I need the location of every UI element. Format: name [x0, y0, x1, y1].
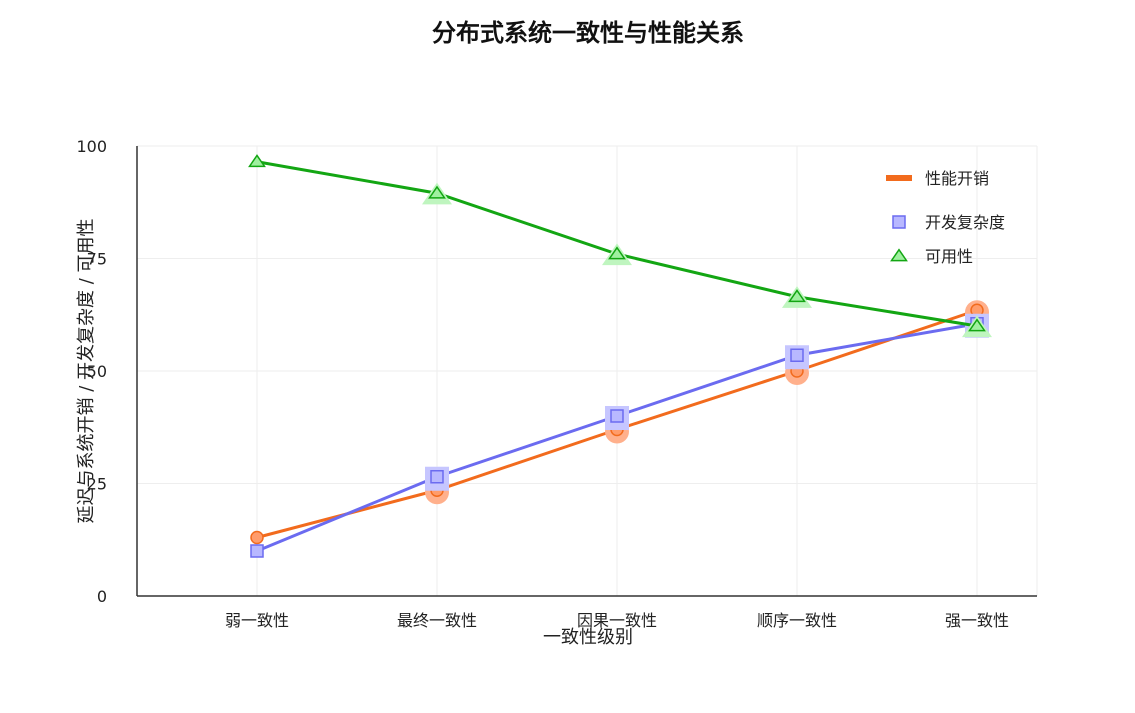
- x-tick-label: 强一致性: [945, 611, 1009, 630]
- y-tick-label: 25: [87, 475, 107, 494]
- y-axis-title: 延迟与系统开销 / 开发复杂度 / 可用性: [76, 218, 97, 523]
- data-point: [248, 154, 266, 168]
- data-point: [788, 289, 806, 303]
- axes: [136, 146, 1037, 597]
- data-point: [790, 348, 804, 362]
- data-point: [250, 544, 264, 558]
- legend-swatch: [886, 175, 912, 181]
- grid: [137, 145, 1038, 596]
- data-point: [608, 246, 626, 260]
- series-layer: [248, 154, 992, 558]
- data-point: [610, 409, 624, 423]
- data-point: [250, 530, 264, 545]
- x-tick-label: 弱一致性: [225, 611, 289, 630]
- x-axis-title: 一致性级别: [543, 627, 633, 648]
- data-point: [430, 470, 444, 484]
- y-tick-labels: 0 25 50 75 100: [76, 137, 107, 606]
- legend-label: 开发复杂度: [925, 213, 1005, 232]
- data-point: [968, 318, 986, 332]
- y-tick-label: 0: [97, 587, 107, 606]
- legend-swatch: [892, 215, 906, 229]
- x-tick-label: 最终一致性: [397, 611, 477, 630]
- legend-label: 可用性: [925, 247, 973, 266]
- data-point: [428, 185, 446, 199]
- y-tick-label: 100: [76, 137, 107, 156]
- legend-label: 性能开销: [925, 169, 989, 188]
- y-tick-label: 75: [87, 250, 107, 269]
- series-3: [248, 154, 992, 338]
- legend-swatch: [890, 248, 908, 262]
- chart-title: 分布式系统一致性与性能关系: [432, 19, 744, 47]
- x-tick-labels: 弱一致性 最终一致性 因果一致性 顺序一致性 强一致性: [225, 611, 1009, 630]
- x-tick-label: 因果一致性: [577, 611, 657, 630]
- y-tick-label: 50: [87, 362, 107, 381]
- x-tick-label: 顺序一致性: [757, 611, 837, 630]
